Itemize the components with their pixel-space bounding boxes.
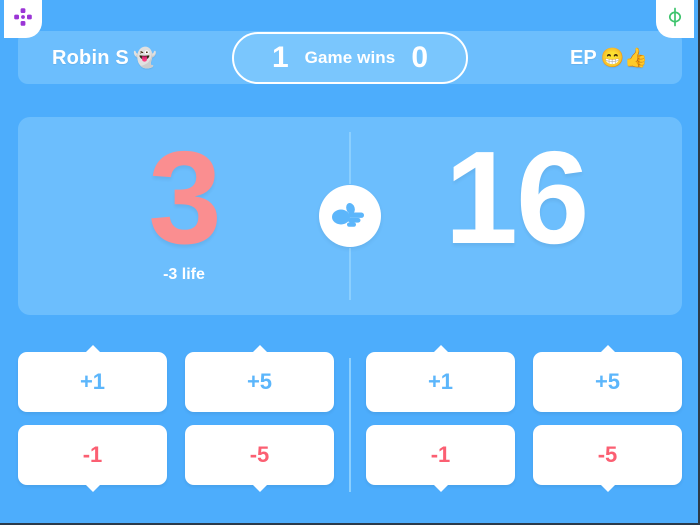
right-minus-1-button[interactable]: -1 <box>366 425 515 485</box>
left-player-buttons: +1 +5 -1 -5 <box>18 352 334 485</box>
hand-paw-icon <box>330 198 370 235</box>
app-menu-badge[interactable] <box>4 0 42 38</box>
actions-area: +1 +5 -1 -5 +1 +5 -1 -5 <box>18 352 682 497</box>
actions-divider <box>349 358 351 492</box>
ghost-icon: 👻 <box>132 47 157 69</box>
dpad-cross-icon <box>13 7 33 27</box>
left-minus-1-button[interactable]: -1 <box>18 425 167 485</box>
score-panel: 3 -3 life 16 <box>18 117 682 315</box>
left-minus-5-button[interactable]: -5 <box>185 425 334 485</box>
right-plus-1-button[interactable]: +1 <box>366 352 515 412</box>
left-score-sublabel: -3 life <box>163 266 205 284</box>
right-player-name[interactable]: EP 😁👍 <box>570 46 648 70</box>
right-player-buttons: +1 +5 -1 -5 <box>366 352 682 485</box>
score-divider-bottom <box>349 248 351 300</box>
score-divider-top <box>349 132 351 184</box>
right-wins-count: 0 <box>411 40 429 74</box>
right-minus-5-button[interactable]: -5 <box>533 425 682 485</box>
header-bar: Robin S 👻 1 Game wins 0 EP 😁👍 <box>18 31 682 84</box>
right-score-value: 16 <box>444 123 590 271</box>
right-score-area: 16 <box>350 117 682 315</box>
left-player-name[interactable]: Robin S 👻 <box>52 46 157 70</box>
right-plus-5-button[interactable]: +5 <box>533 352 682 412</box>
phi-coin-icon <box>665 6 685 28</box>
currency-badge[interactable] <box>656 0 694 38</box>
left-wins-count: 1 <box>271 40 289 74</box>
left-player-label: Robin S <box>52 46 129 69</box>
left-plus-5-button[interactable]: +5 <box>185 352 334 412</box>
left-plus-1-button[interactable]: +1 <box>18 352 167 412</box>
left-score-value: 3 <box>148 123 221 271</box>
grin-thumbsup-icon: 😁👍 <box>600 47 648 69</box>
game-wins-label: Game wins <box>304 47 396 67</box>
game-wins-pill[interactable]: 1 Game wins 0 <box>232 31 468 84</box>
left-score-area: 3 -3 life <box>18 117 350 315</box>
center-emblem[interactable] <box>319 185 381 247</box>
right-player-label: EP <box>569 46 597 69</box>
